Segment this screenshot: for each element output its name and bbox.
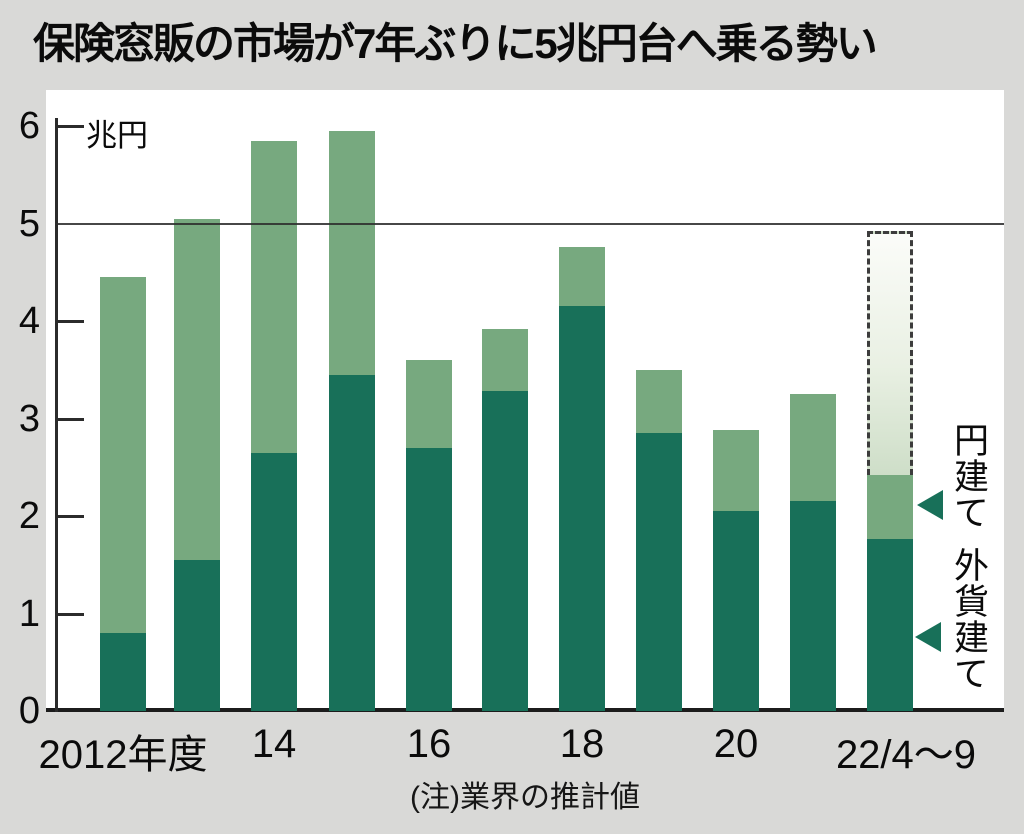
gridline-5 xyxy=(55,222,1004,225)
chart-title: 保険窓販の市場が7年ぶりに5兆円台へ乗る勢い xyxy=(33,20,878,67)
y-tick-label-2: 2 xyxy=(18,495,40,537)
bar-17-foreign xyxy=(482,391,528,711)
x-tick-label-14: 14 xyxy=(251,722,297,766)
bar-19-foreign xyxy=(636,433,682,711)
x-tick-label-18: 18 xyxy=(559,722,605,766)
bar-22/4～9-foreign xyxy=(867,539,913,711)
legend-arrow-foreign-icon xyxy=(915,622,941,652)
x-tick-label-20: 20 xyxy=(713,722,759,766)
bar-15-yen xyxy=(329,131,375,375)
plot-area: 兆円 円建て 外貨建て xyxy=(46,90,1004,712)
y-tick-label-5: 5 xyxy=(18,202,40,245)
bar-22/4～9-yen xyxy=(867,475,913,539)
bar-21-foreign xyxy=(790,501,836,711)
bar-16-yen xyxy=(406,360,452,448)
x-tick-label-16: 16 xyxy=(406,722,452,766)
bar-14-foreign xyxy=(251,453,297,711)
y-tick-label-0: 0 xyxy=(18,690,40,732)
bar-18-yen xyxy=(559,247,605,306)
bar-20-yen xyxy=(713,430,759,511)
y-tick-4 xyxy=(55,320,84,323)
bar-2012年度-foreign xyxy=(100,633,146,711)
bar-20-foreign xyxy=(713,511,759,711)
legend-label-yen: 円建て xyxy=(949,422,988,530)
y-tick-label-6: 6 xyxy=(18,105,40,147)
x-tick-label-22/4～9: 22/4～9 xyxy=(835,733,977,777)
bar-19-yen xyxy=(636,370,682,433)
legend-label-foreign: 外貨建て xyxy=(949,547,988,691)
legend-arrow-yen-icon xyxy=(917,490,943,520)
y-tick-3 xyxy=(55,417,84,421)
bar-13-foreign xyxy=(174,560,220,711)
y-tick-label-1: 1 xyxy=(18,592,40,635)
bar-2012年度-yen xyxy=(100,277,146,633)
bar-18-foreign xyxy=(559,306,605,711)
bar-13-yen xyxy=(174,219,220,560)
bar-14-yen xyxy=(251,141,297,453)
bar-15-foreign xyxy=(329,375,375,711)
y-tick-1 xyxy=(55,612,84,616)
y-axis-line xyxy=(55,118,58,712)
bar-21-yen xyxy=(790,394,836,501)
y-tick-2 xyxy=(55,515,84,518)
y-tick-label-3: 3 xyxy=(18,397,40,440)
bar-16-foreign xyxy=(406,448,452,711)
bar-17-yen xyxy=(482,329,528,391)
y-axis-unit-label: 兆円 xyxy=(86,118,148,153)
x-tick-label-2012年度: 2012年度 xyxy=(38,733,208,777)
y-tick-6 xyxy=(55,125,84,128)
projection-box xyxy=(867,231,913,475)
y-tick-label-4: 4 xyxy=(18,300,40,342)
chart-note: (注)業界の推計値 xyxy=(410,781,640,814)
